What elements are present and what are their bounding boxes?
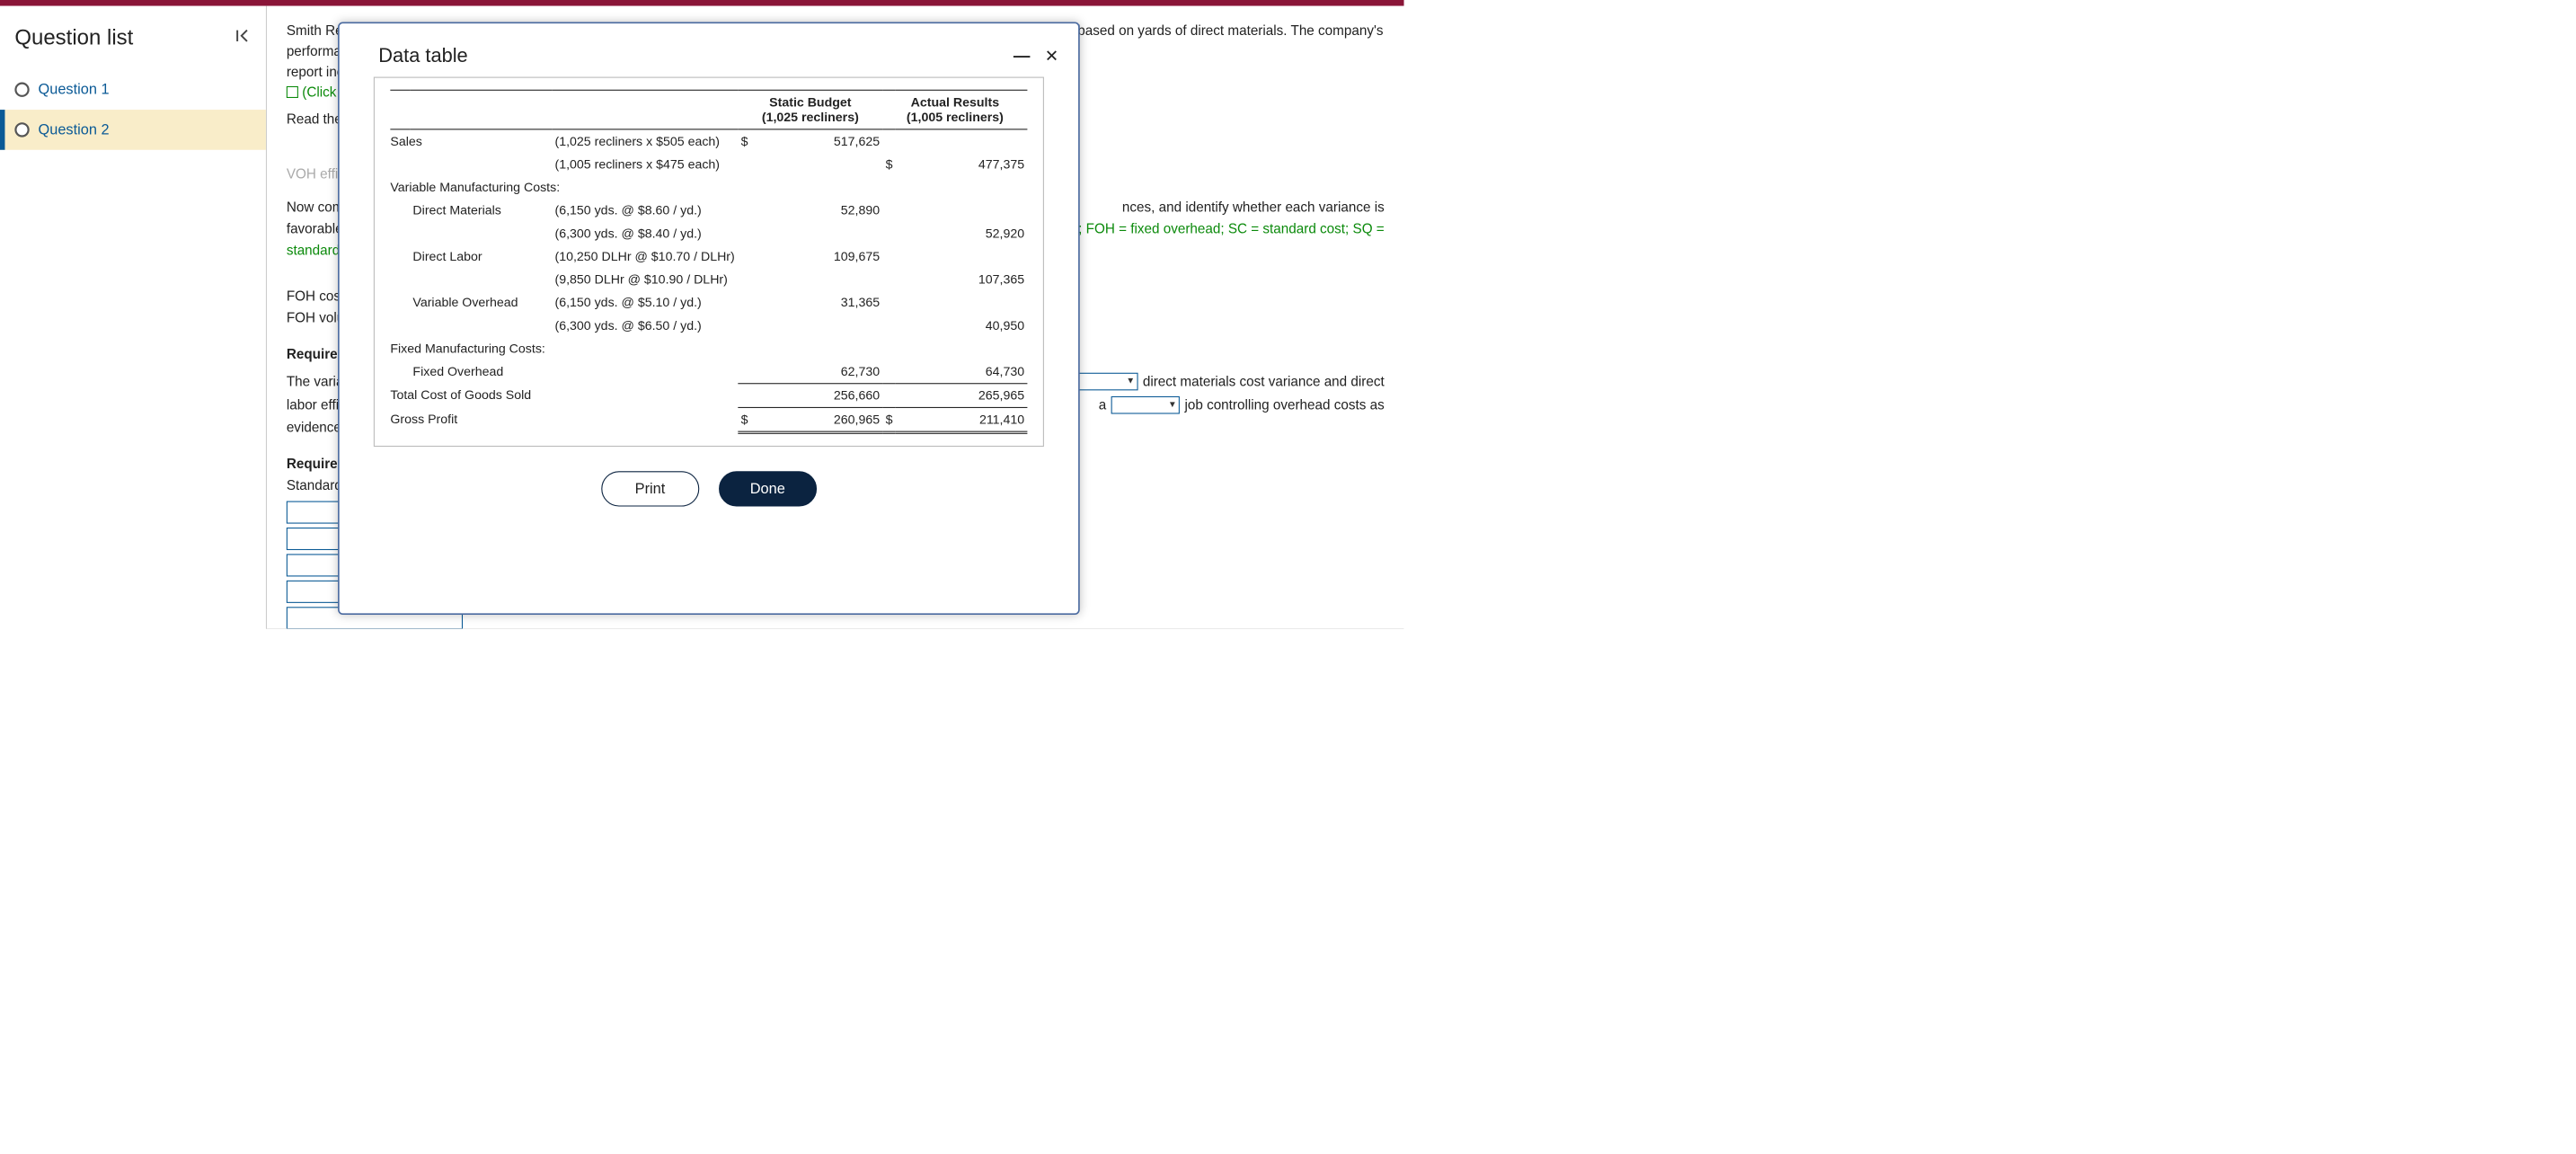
modal-body: Static Budget (1,025 recliners) Actual R…: [374, 77, 1044, 447]
row-label: Direct Labor: [410, 245, 552, 269]
sidebar-header: Question list: [0, 25, 266, 69]
row-desc: (6,150 yds. @ $5.10 / yd.): [552, 291, 738, 315]
row-desc: (6,300 yds. @ $6.50 / yd.): [552, 314, 738, 337]
text-frag: The varia: [287, 374, 344, 389]
section-label: Variable Manufacturing Costs:: [390, 176, 1027, 200]
row-label: Fixed Overhead: [410, 360, 552, 384]
table-icon: [287, 86, 298, 98]
sidebar-item-question-2[interactable]: Question 2: [0, 110, 266, 150]
dollar-sign: $: [882, 407, 895, 432]
sidebar-title: Question list: [14, 25, 133, 49]
bottom-divider: [267, 628, 1403, 629]
dollar-sign: $: [738, 129, 750, 153]
dollar-sign: $: [738, 407, 750, 432]
col-header-static: Static Budget (1,025 recliners): [738, 90, 882, 129]
row-label: Gross Profit: [390, 407, 738, 432]
modal-footer: Print Done: [359, 447, 1058, 516]
variance-dropdown-2[interactable]: [1111, 396, 1180, 414]
row-desc: (6,300 yds. @ $8.40 / yd.): [552, 222, 738, 245]
text-frag: favorable: [287, 221, 343, 236]
cell-value: 40,950: [896, 314, 1028, 337]
row-desc: (9,850 DLHr @ $10.90 / DLHr): [552, 268, 738, 291]
row-desc: (1,025 recliners x $505 each): [552, 129, 738, 153]
cell-value: 62,730: [751, 360, 883, 384]
cell-value: 52,890: [751, 199, 883, 222]
cell-value: 107,365: [896, 268, 1028, 291]
click-link-text: (Click: [302, 84, 336, 100]
text-frag: direct materials cost variance and direc…: [1143, 374, 1385, 389]
cell-value: 477,375: [896, 153, 1028, 176]
data-table-link[interactable]: (Click: [287, 84, 337, 100]
row-desc: (1,005 recliners x $475 each): [552, 153, 738, 176]
cell-value: 211,410: [896, 407, 1028, 432]
cell-value: 109,675: [751, 245, 883, 269]
row-desc: (6,150 yds. @ $8.60 / yd.): [552, 199, 738, 222]
row-desc: (10,250 DLHr @ $10.70 / DLHr): [552, 245, 738, 269]
section-label: Fixed Manufacturing Costs:: [390, 337, 1027, 360]
cell-value: 256,660: [751, 384, 883, 408]
text-frag: Now com: [287, 200, 344, 215]
question-label: Question 1: [39, 81, 110, 98]
question-sidebar: Question list Question 1 Question 2: [0, 6, 267, 629]
modal-title: Data table: [378, 45, 467, 67]
cell-value: 64,730: [896, 360, 1028, 384]
row-label: Sales: [390, 129, 552, 153]
radio-icon: [14, 83, 29, 97]
sidebar-item-question-1[interactable]: Question 1: [0, 69, 266, 110]
text-frag: job controlling overhead costs as: [1184, 397, 1384, 413]
cell-value: 517,625: [751, 129, 883, 153]
intro-line: report inc: [287, 64, 344, 79]
dollar-sign: $: [882, 153, 895, 176]
modal-header: Data table — ✕: [359, 35, 1058, 76]
radio-icon: [14, 122, 29, 137]
cell-value: 52,920: [896, 222, 1028, 245]
close-icon[interactable]: ✕: [1045, 47, 1059, 67]
text-frag: labor effic: [287, 397, 346, 413]
row-label: Total Cost of Goods Sold: [390, 384, 738, 408]
question-label: Question 2: [39, 121, 110, 138]
done-button[interactable]: Done: [719, 471, 817, 506]
print-button[interactable]: Print: [601, 471, 699, 506]
cell-value: 265,965: [896, 384, 1028, 408]
row-label: Variable Overhead: [410, 291, 552, 315]
row-label: Direct Materials: [410, 199, 552, 222]
minimize-icon[interactable]: —: [1014, 47, 1031, 67]
data-table-modal: Data table — ✕ Static Budget (1,025 recl…: [338, 22, 1080, 615]
collapse-sidebar-icon[interactable]: [235, 28, 252, 49]
col-header-actual: Actual Results (1,005 recliners): [882, 90, 1027, 129]
data-table: Static Budget (1,025 recliners) Actual R…: [390, 90, 1027, 434]
cell-value: 260,965: [751, 407, 883, 432]
cell-value: 31,365: [751, 291, 883, 315]
